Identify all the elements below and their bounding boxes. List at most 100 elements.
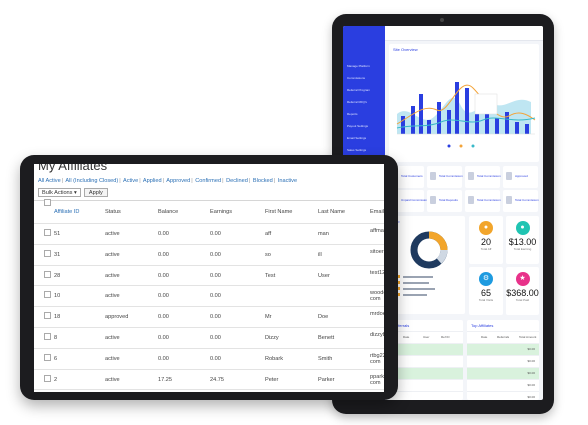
filter-confirmed[interactable]: Confirmed — [195, 178, 222, 184]
first-name-cell: Dizzy — [265, 334, 279, 341]
affiliate-id-cell[interactable]: 31 — [54, 251, 61, 258]
row-checkbox[interactable] — [44, 332, 51, 340]
filter-declined[interactable]: Declined — [226, 178, 248, 184]
table-row[interactable]: 31 active 0.00 0.00 so ill sitoer — [34, 245, 384, 266]
affiliate-id-cell[interactable]: 8 — [54, 334, 58, 341]
row-checkbox[interactable] — [44, 229, 51, 236]
column-header: Total Amount — [519, 335, 537, 339]
table-header-row: Date Referrals Total Amount — [467, 331, 539, 343]
sidebar-item[interactable]: Reports — [347, 112, 358, 116]
row-checkbox[interactable] — [44, 249, 51, 257]
table-row[interactable]: 2 active 17.25 24.75 Peter Parker pparke com — [34, 370, 384, 391]
table-title: Top Affiliates — [471, 323, 494, 328]
filter-separator: | — [119, 178, 121, 184]
table-row[interactable]: $0.00 — [467, 355, 539, 367]
table-row[interactable] — [389, 343, 463, 355]
sidebar-item[interactable]: Referral RFQ's — [347, 100, 367, 104]
table-row[interactable] — [389, 367, 463, 379]
email-cell: sitoer — [370, 248, 384, 255]
last-name-cell: User — [318, 272, 330, 279]
top-affiliates-table: Top Affiliates Date Referrals Total Amou… — [467, 320, 539, 400]
affiliate-id-cell[interactable]: 6 — [54, 355, 58, 362]
column-header: Ref ID — [441, 335, 450, 339]
balance-cell: 0.00 — [158, 314, 169, 321]
filter-approved[interactable]: Approved — [166, 178, 191, 184]
row-checkbox[interactable] — [44, 353, 51, 361]
stat-label: Total Deposits — [439, 198, 458, 202]
sidebar-item[interactable]: Payout Settings — [347, 124, 369, 128]
email-cell: woode com — [370, 290, 384, 303]
balance-cell: 0.00 — [158, 355, 169, 362]
row-checkbox[interactable] — [44, 291, 51, 299]
affiliate-id-cell[interactable]: 10 — [54, 293, 61, 300]
sidebar-item[interactable]: Manage Platform — [347, 64, 370, 68]
dashboard-topbar — [385, 26, 543, 41]
stat-icon — [430, 172, 436, 180]
tile-caption: Total Earning — [513, 247, 532, 251]
table-row[interactable]: 10 active 0.00 0.00 woode com — [34, 286, 384, 308]
stat-label: Total Commission — [477, 174, 501, 178]
stat-icon — [430, 196, 436, 204]
column-header: Date — [403, 335, 410, 339]
status-cell: approved — [105, 314, 129, 321]
row-checkbox[interactable] — [44, 312, 51, 320]
table-row[interactable] — [389, 391, 463, 400]
select-all-checkbox[interactable] — [44, 199, 51, 206]
filter-blocked[interactable]: Blocked — [252, 178, 273, 184]
table-row[interactable]: 28 active 0.00 0.00 Test User test12 — [34, 266, 384, 287]
sidebar-item[interactable]: Referral Program — [347, 88, 371, 92]
filter-all-including-closed[interactable]: All (Including Closed) — [65, 178, 119, 184]
affiliate-id-cell[interactable]: 18 — [54, 314, 61, 321]
email-cell: rtbg22 com — [370, 352, 384, 365]
tile-value: 20 — [480, 237, 491, 247]
earnings-cell: 0.00 — [210, 272, 221, 279]
site-overview-chart — [396, 82, 536, 148]
row-checkbox[interactable] — [44, 374, 51, 382]
legend-dot — [471, 144, 475, 148]
column-header: User — [423, 335, 430, 339]
filter-applied[interactable]: Applied — [142, 178, 162, 184]
first-name-cell: Test — [265, 272, 276, 279]
table-row[interactable]: $0.00 — [467, 379, 539, 391]
affiliate-id-cell[interactable]: 51 — [54, 231, 61, 237]
last-name-cell: Doe — [318, 314, 329, 321]
sidebar-item[interactable]: Email Settings — [347, 136, 367, 140]
affiliate-id-cell[interactable]: 2 — [54, 376, 58, 383]
table-row[interactable]: 18 approved 0.00 0.00 Mr Doe mrdoe — [34, 307, 384, 328]
balance-cell: 0.00 — [158, 293, 169, 300]
sidebar-item[interactable]: Commissions — [347, 76, 366, 80]
email-cell: test12 — [370, 269, 384, 276]
amount-cell: $0.00 — [527, 383, 535, 387]
column-header-affiliate-id[interactable]: Affiliate ID — [54, 209, 80, 215]
stat-label: Total Commission — [515, 198, 539, 202]
stat-label: Total Commission — [477, 198, 501, 202]
filter-separator: | — [273, 178, 276, 184]
table-row[interactable]: $0.00 — [467, 391, 539, 400]
stat-icon — [468, 196, 474, 204]
table-row[interactable]: 6 active 0.00 0.00 Robark Smith rtbg22 com — [34, 349, 384, 370]
table-row[interactable]: 1active27.5827.00JohnDoejohn12 — [34, 390, 384, 392]
stat-icon — [468, 172, 474, 180]
status-cell: active — [105, 231, 120, 237]
legend-dot — [459, 144, 463, 148]
table-row[interactable]: 51 active 0.00 0.00 aff man affma — [34, 224, 384, 245]
filter-separator: | — [61, 178, 64, 184]
tile-caption: Total Paid — [515, 298, 530, 302]
table-row[interactable]: $0.00 — [467, 343, 539, 355]
affiliate-id-cell[interactable]: 28 — [54, 272, 61, 279]
filter-active[interactable]: Active — [122, 178, 139, 184]
filter-inactive[interactable]: Inactive — [277, 178, 298, 184]
sidebar-item[interactable]: Sales Settings — [347, 148, 367, 152]
filter-all-active[interactable]: All Active — [38, 178, 61, 184]
column-header-earnings: Earnings — [210, 209, 233, 215]
tile-value: $368.00 — [506, 288, 539, 298]
table-row[interactable] — [389, 355, 463, 367]
apply-button[interactable]: Apply — [83, 188, 108, 197]
bulk-actions-select[interactable]: Bulk Actions ▾ — [38, 188, 81, 197]
affiliates-screen: My Affiliates All Active| All (Including… — [34, 164, 384, 392]
table-row[interactable]: $0.00 — [467, 367, 539, 379]
balance-cell: 0.00 — [158, 334, 169, 341]
table-row[interactable] — [389, 379, 463, 391]
table-row[interactable]: 8 active 0.00 0.00 Dizzy Benett dizzyb — [34, 328, 384, 349]
row-checkbox[interactable] — [44, 270, 51, 278]
